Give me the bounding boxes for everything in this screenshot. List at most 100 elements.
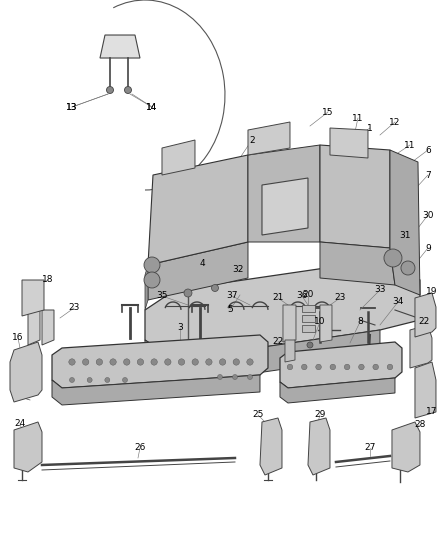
Text: 35: 35 [156, 292, 168, 301]
Circle shape [247, 375, 252, 379]
Polygon shape [390, 150, 420, 295]
Text: 23: 23 [334, 294, 346, 303]
Polygon shape [42, 310, 54, 345]
Circle shape [87, 377, 92, 383]
Text: 14: 14 [146, 102, 158, 111]
Polygon shape [320, 145, 390, 248]
Circle shape [359, 364, 364, 370]
Text: 9: 9 [425, 244, 431, 253]
Polygon shape [415, 293, 436, 337]
Text: 19: 19 [426, 287, 438, 296]
Text: 6: 6 [425, 146, 431, 155]
Polygon shape [248, 122, 290, 155]
Circle shape [307, 342, 313, 348]
Polygon shape [145, 330, 380, 385]
Text: 4: 4 [199, 259, 205, 268]
Text: 31: 31 [399, 230, 411, 239]
Polygon shape [308, 418, 330, 475]
Circle shape [316, 364, 321, 370]
Text: 3: 3 [177, 324, 183, 333]
Text: 12: 12 [389, 117, 401, 126]
Circle shape [184, 289, 192, 297]
Circle shape [144, 272, 160, 288]
Polygon shape [22, 280, 44, 316]
Circle shape [219, 359, 226, 365]
Circle shape [151, 359, 157, 365]
Text: 2: 2 [249, 135, 255, 144]
Text: 15: 15 [322, 108, 334, 117]
Text: 22: 22 [272, 337, 283, 346]
Text: 28: 28 [414, 421, 426, 430]
Circle shape [301, 364, 307, 370]
Text: 11: 11 [404, 141, 416, 150]
Polygon shape [28, 310, 40, 345]
Polygon shape [302, 305, 315, 312]
Circle shape [82, 359, 89, 365]
Circle shape [218, 375, 223, 379]
Text: 20: 20 [302, 290, 314, 300]
Polygon shape [148, 155, 248, 265]
Polygon shape [100, 35, 140, 58]
Text: 24: 24 [14, 419, 26, 429]
Text: 36: 36 [296, 292, 308, 301]
Text: 16: 16 [12, 334, 24, 343]
Polygon shape [145, 260, 420, 360]
Polygon shape [52, 335, 268, 388]
Polygon shape [280, 342, 402, 388]
Text: 33: 33 [374, 286, 386, 295]
Text: 21: 21 [272, 294, 284, 303]
Circle shape [330, 364, 336, 370]
Polygon shape [10, 342, 42, 402]
Polygon shape [280, 378, 395, 403]
Circle shape [70, 377, 74, 383]
Polygon shape [248, 145, 320, 242]
Text: 25: 25 [252, 410, 264, 419]
Circle shape [192, 359, 198, 365]
Circle shape [212, 285, 219, 292]
Text: 10: 10 [314, 318, 326, 327]
Polygon shape [302, 315, 315, 322]
Polygon shape [283, 305, 296, 342]
Text: 22: 22 [418, 318, 430, 327]
Circle shape [233, 375, 237, 379]
Circle shape [344, 364, 350, 370]
Circle shape [123, 377, 127, 383]
Polygon shape [415, 362, 436, 418]
Circle shape [105, 377, 110, 383]
Text: 7: 7 [425, 171, 431, 180]
Circle shape [110, 359, 116, 365]
Circle shape [178, 359, 185, 365]
Text: 13: 13 [66, 102, 78, 111]
Polygon shape [285, 340, 295, 362]
Polygon shape [330, 128, 368, 158]
Circle shape [247, 359, 253, 365]
Text: 32: 32 [232, 265, 244, 274]
Polygon shape [410, 325, 432, 368]
Circle shape [69, 359, 75, 365]
Text: 37: 37 [226, 292, 238, 301]
Polygon shape [162, 140, 195, 175]
Text: 13: 13 [66, 102, 78, 111]
Polygon shape [302, 325, 315, 332]
Polygon shape [392, 422, 420, 472]
Circle shape [233, 359, 240, 365]
Text: 18: 18 [42, 276, 54, 285]
Circle shape [206, 359, 212, 365]
Polygon shape [148, 242, 248, 300]
Polygon shape [145, 265, 148, 310]
Polygon shape [52, 375, 260, 405]
Circle shape [165, 359, 171, 365]
Circle shape [124, 86, 131, 93]
Circle shape [124, 359, 130, 365]
Text: 8: 8 [357, 318, 363, 327]
Circle shape [387, 364, 393, 370]
Circle shape [96, 359, 102, 365]
Circle shape [401, 261, 415, 275]
Text: 27: 27 [364, 443, 376, 453]
Polygon shape [14, 422, 42, 472]
Text: 17: 17 [426, 408, 438, 416]
Circle shape [137, 359, 144, 365]
Polygon shape [320, 242, 395, 285]
Text: 23: 23 [68, 303, 80, 312]
Text: 5: 5 [227, 305, 233, 314]
